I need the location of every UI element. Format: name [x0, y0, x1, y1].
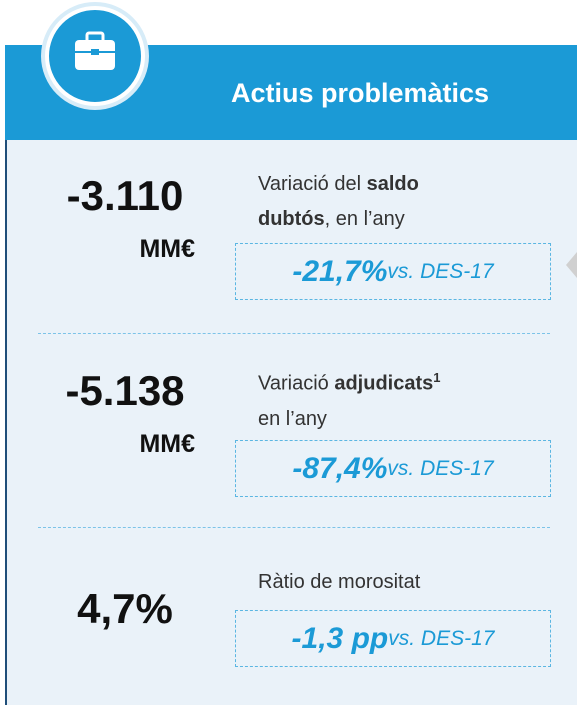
change: -1,3 pp — [291, 621, 389, 655]
text: , en l’any — [324, 208, 405, 230]
footnote: 1 — [433, 370, 441, 385]
value: 4,7% — [77, 585, 173, 632]
text: en l’any — [258, 407, 327, 430]
comparison: vs. DES-17 — [387, 259, 494, 283]
text: Variació del — [258, 173, 367, 195]
text: saldo — [366, 173, 419, 195]
value: -3.110 — [66, 172, 184, 219]
text: Ràtio de morositat — [258, 571, 421, 593]
description: Variació del saldo dubtós, en l’any — [258, 167, 419, 237]
icon — [41, 2, 149, 110]
description: Ràtio de morositat — [258, 565, 420, 600]
change-box: -21,7% vs. DES-17 — [235, 243, 551, 300]
value: -5.138 — [65, 367, 185, 414]
text: Variació — [258, 372, 335, 395]
title: Actius problemàtics — [230, 78, 490, 108]
arrow — [566, 252, 577, 278]
change-box: -87,4% vs. DES-17 — [235, 440, 551, 497]
unit: MM€ — [139, 430, 195, 458]
unit: MM€ — [139, 235, 195, 263]
change: -21,7% — [292, 254, 388, 288]
change-box: -1,3 pp vs. DES-17 — [235, 610, 551, 667]
comparison: vs. DES-17 — [387, 456, 494, 480]
panel — [5, 45, 577, 705]
separator — [38, 527, 550, 528]
comparison: vs. DES-17 — [388, 626, 495, 650]
text: dubtós — [258, 208, 325, 230]
text: adjudicats — [334, 372, 434, 395]
description: Variació adjudicats1 en l’any — [258, 360, 440, 437]
separator — [38, 333, 550, 334]
change: -87,4% — [292, 451, 388, 485]
